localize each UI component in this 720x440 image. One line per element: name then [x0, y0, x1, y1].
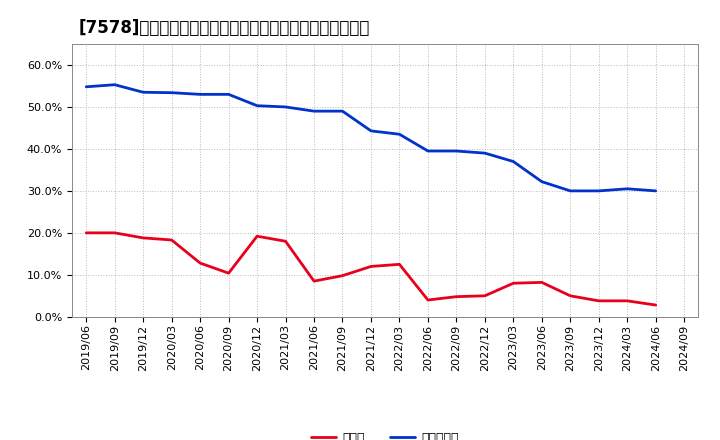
- 有利子負債: [253, 103, 261, 108]
- 現須金: [480, 293, 489, 298]
- 有利子負債: [395, 132, 404, 137]
- Line: 有利子負債: 有利子負債: [86, 85, 656, 191]
- 現須金: [395, 262, 404, 267]
- 有利子負債: [595, 188, 603, 194]
- 現須金: [623, 298, 631, 304]
- 現須金: [366, 264, 375, 269]
- 有利子負債: [652, 188, 660, 194]
- 有利子負債: [282, 104, 290, 110]
- 有利子負債: [452, 148, 461, 154]
- 有利子負債: [537, 179, 546, 184]
- 現須金: [423, 297, 432, 303]
- 有利子負債: [366, 128, 375, 133]
- Line: 現須金: 現須金: [86, 233, 656, 305]
- 現須金: [566, 293, 575, 298]
- 有利子負債: [225, 92, 233, 97]
- 現須金: [282, 238, 290, 244]
- Text: [7578]　現須金、有利子負債の総資産に対する比率の推移: [7578] 現須金、有利子負債の総資産に対する比率の推移: [78, 19, 369, 37]
- 有利子負債: [110, 82, 119, 88]
- 有利子負債: [139, 90, 148, 95]
- 現須金: [509, 281, 518, 286]
- 現須金: [110, 230, 119, 235]
- 有利子負債: [196, 92, 204, 97]
- 有利子負債: [338, 109, 347, 114]
- 有利子負債: [423, 148, 432, 154]
- 有利子負債: [167, 90, 176, 95]
- 現須金: [167, 237, 176, 242]
- 現須金: [652, 302, 660, 308]
- 現須金: [253, 234, 261, 239]
- 有利子負債: [623, 186, 631, 191]
- 有利子負債: [480, 150, 489, 156]
- Legend: 現須金, 有利子負債: 現須金, 有利子負債: [307, 427, 464, 440]
- 現須金: [595, 298, 603, 304]
- 現須金: [196, 260, 204, 266]
- 現須金: [310, 279, 318, 284]
- 有利子負債: [82, 84, 91, 89]
- 現須金: [82, 230, 91, 235]
- 現須金: [537, 280, 546, 285]
- 現須金: [452, 294, 461, 299]
- 現須金: [139, 235, 148, 241]
- 現須金: [225, 271, 233, 276]
- 有利子負債: [509, 159, 518, 164]
- 有利子負債: [566, 188, 575, 194]
- 現須金: [338, 273, 347, 279]
- 有利子負債: [310, 109, 318, 114]
